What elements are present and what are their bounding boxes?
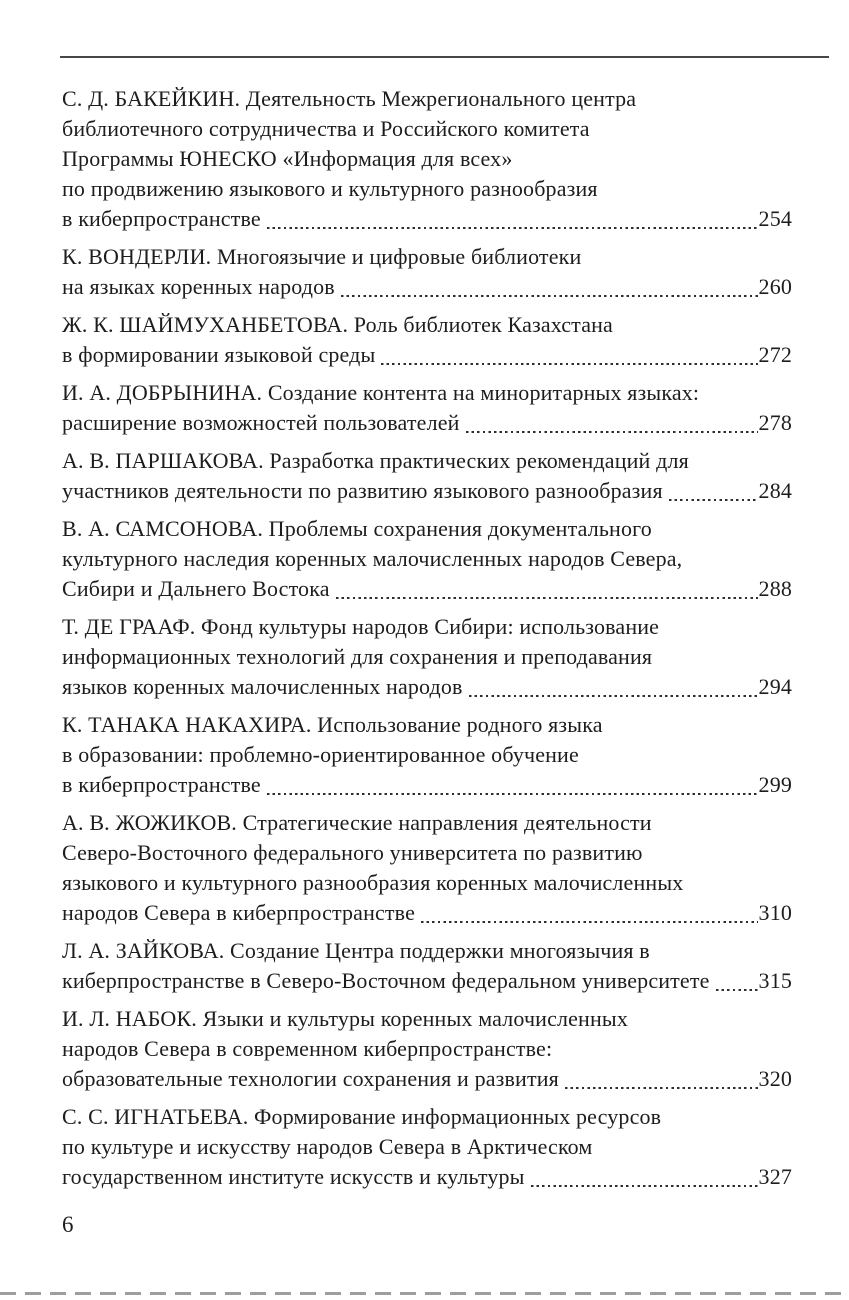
toc-entry-lastline: государственном институте искусств и кул… — [62, 1162, 792, 1192]
toc-entry-line: Т. ДЕ ГРААФ. Фонд культуры народов Сибир… — [62, 614, 660, 639]
toc-entry-line: Северо-Восточного федерального университ… — [62, 840, 643, 865]
toc-page-ref: 260 — [758, 274, 792, 299]
dotted-leader — [335, 596, 758, 599]
toc-list: С. Д. БАКЕЙКИН. Деятельность Межрегионал… — [62, 84, 792, 1200]
toc-entry-lastline: в киберпространстве 254 — [62, 204, 792, 234]
toc-entry-line: И. А. ДОБРЫНИНА. Создание контента на ми… — [62, 380, 700, 405]
dotted-leader — [421, 920, 758, 923]
toc-page-ref: 272 — [758, 342, 792, 367]
toc-entry: Ж. К. ШАЙМУХАНБЕТОВА. Роль библиотек Каз… — [62, 310, 792, 370]
toc-page-ref: 284 — [758, 478, 792, 503]
toc-page-ref: 278 — [758, 410, 792, 435]
toc-entry-line: А. В. ЖОЖИКОВ. Стратегические направлени… — [62, 810, 652, 835]
toc-entry-text: Сибири и Дальнего Востока — [62, 576, 330, 601]
toc-entry-text: на языках коренных народов — [62, 274, 335, 299]
toc-entry-line: А. В. ПАРШАКОВА. Разработка практических… — [62, 448, 689, 473]
toc-page-ref: 299 — [758, 772, 792, 797]
toc-entry-lastline: в формировании языковой среды 272 — [62, 340, 792, 370]
dotted-leader — [715, 988, 758, 991]
toc-entry: С. Д. БАКЕЙКИН. Деятельность Межрегионал… — [62, 84, 792, 234]
toc-entry-line: по продвижению языкового и культурного р… — [62, 176, 598, 201]
toc-entry-text: в киберпространстве — [62, 772, 261, 797]
toc-entry-text: расширение возможностей пользователей — [62, 410, 460, 435]
toc-page-ref: 294 — [758, 674, 792, 699]
toc-entry-lastline: в киберпространстве 299 — [62, 770, 792, 800]
toc-entry-line: С. Д. БАКЕЙКИН. Деятельность Межрегионал… — [62, 86, 637, 111]
toc-entry: К. ВОНДЕРЛИ. Многоязычие и цифровые библ… — [62, 242, 792, 302]
toc-entry-line: К. ВОНДЕРЛИ. Многоязычие и цифровые библ… — [62, 244, 582, 269]
toc-entry-line: по культуре и искусству народов Севера в… — [62, 1134, 593, 1159]
toc-page-ref: 288 — [758, 576, 792, 601]
toc-entry-line: народов Севера в современном киберпростр… — [62, 1036, 553, 1061]
header-rule — [60, 56, 829, 58]
dotted-leader — [465, 430, 758, 433]
toc-entry-line: Ж. К. ШАЙМУХАНБЕТОВА. Роль библиотек Каз… — [62, 312, 613, 337]
page-number: 6 — [62, 1212, 74, 1237]
toc-page-ref: 315 — [758, 968, 792, 993]
toc-entry-text: киберпространстве в Северо-Восточном фед… — [62, 968, 710, 993]
toc-entry-text: участников деятельности по развитию язык… — [62, 478, 663, 503]
toc-entry: Л. А. ЗАЙКОВА. Создание Центра поддержки… — [62, 936, 792, 996]
dotted-leader — [340, 294, 758, 297]
toc-entry-line: культурного наследия коренных малочислен… — [62, 546, 683, 571]
toc-entry-lastline: языков коренных малочисленных народов 294 — [62, 672, 792, 702]
toc-entry-lastline: расширение возможностей пользователей 278 — [62, 408, 792, 438]
dotted-leader — [468, 694, 758, 697]
toc-entry-line: в образовании: проблемно-ориентированное… — [62, 742, 579, 767]
toc-entry-text: в формировании языковой среды — [62, 342, 376, 367]
toc-entry-text: образовательные технологии сохранения и … — [62, 1066, 559, 1091]
dotted-leader — [266, 792, 758, 795]
toc-entry: В. А. САМСОНОВА. Проблемы сохранения док… — [62, 514, 792, 604]
toc-entry-lastline: на языках коренных народов 260 — [62, 272, 792, 302]
toc-entry-line: С. С. ИГНАТЬЕВА. Формирование информацио… — [62, 1104, 662, 1129]
toc-entry-line: языкового и культурного разнообразия кор… — [62, 870, 684, 895]
toc-entry: А. В. ЖОЖИКОВ. Стратегические направлени… — [62, 808, 792, 928]
toc-page-ref: 327 — [758, 1164, 792, 1189]
toc-entry-text: в киберпространстве — [62, 206, 261, 231]
toc-entry-text: государственном институте искусств и кул… — [62, 1164, 525, 1189]
dotted-leader — [381, 362, 758, 365]
toc-entry-line: Программы ЮНЕСКО «Информация для всех» — [62, 146, 513, 171]
toc-entry-lastline: Сибири и Дальнего Востока 288 — [62, 574, 792, 604]
toc-entry-lastline: народов Севера в киберпространстве 310 — [62, 898, 792, 928]
toc-entry: И. А. ДОБРЫНИНА. Создание контента на ми… — [62, 378, 792, 438]
dotted-leader — [266, 226, 758, 229]
toc-page-ref: 320 — [758, 1066, 792, 1091]
toc-entry: И. Л. НАБОК. Языки и культуры коренных м… — [62, 1004, 792, 1094]
toc-entry-lastline: участников деятельности по развитию язык… — [62, 476, 792, 506]
toc-entry-line: И. Л. НАБОК. Языки и культуры коренных м… — [62, 1006, 628, 1031]
dotted-leader — [530, 1184, 758, 1187]
toc-entry: А. В. ПАРШАКОВА. Разработка практических… — [62, 446, 792, 506]
toc-entry-line: К. ТАНАКА НАКАХИРА. Использование родног… — [62, 712, 603, 737]
toc-entry-line: информационных технологий для сохранения… — [62, 644, 653, 669]
toc-entry: К. ТАНАКА НАКАХИРА. Использование родног… — [62, 710, 792, 800]
toc-entry-line: библиотечного сотрудничества и Российско… — [62, 116, 590, 141]
toc-page-ref: 310 — [758, 900, 792, 925]
toc-entry-text: народов Севера в киберпространстве — [62, 900, 416, 925]
toc-entry-line: В. А. САМСОНОВА. Проблемы сохранения док… — [62, 516, 652, 541]
toc-entry-line: Л. А. ЗАЙКОВА. Создание Центра поддержки… — [62, 938, 650, 963]
dotted-leader — [564, 1086, 758, 1089]
toc-entry-lastline: киберпространстве в Северо-Восточном фед… — [62, 966, 792, 996]
toc-entry-text: языков коренных малочисленных народов — [62, 674, 463, 699]
dotted-leader — [668, 498, 758, 501]
toc-page-ref: 254 — [758, 206, 792, 231]
toc-entry: Т. ДЕ ГРААФ. Фонд культуры народов Сибир… — [62, 612, 792, 702]
toc-entry-lastline: образовательные технологии сохранения и … — [62, 1064, 792, 1094]
page-bottom-edge — [0, 1292, 849, 1295]
toc-entry: С. С. ИГНАТЬЕВА. Формирование информацио… — [62, 1102, 792, 1192]
